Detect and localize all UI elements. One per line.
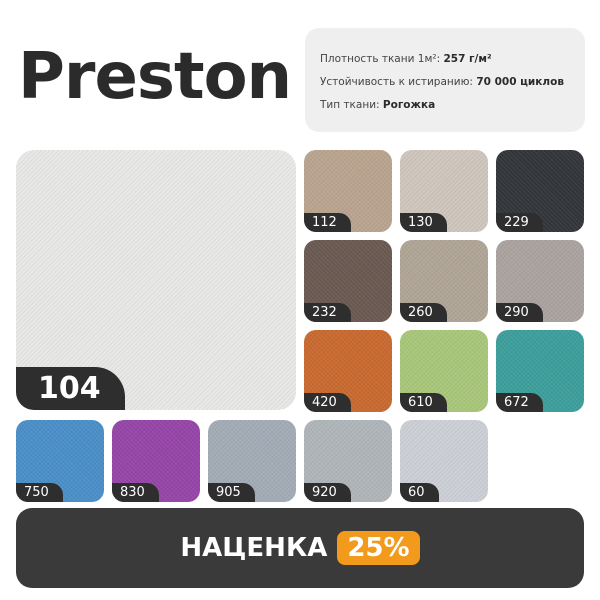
markup-banner: НАЦЕНКА 25% <box>16 508 584 588</box>
abrasion-label: Устойчивость к истиранию: <box>320 76 477 88</box>
markup-label: НАЦЕНКА <box>180 533 328 563</box>
swatch-code: 420 <box>304 393 351 412</box>
swatch-672[interactable]: 672 <box>496 330 584 412</box>
swatch-code: 112 <box>304 213 351 232</box>
density-value: 257 г/м² <box>443 53 492 65</box>
swatch-420[interactable]: 420 <box>304 330 392 412</box>
swatch-130[interactable]: 130 <box>400 150 488 232</box>
swatch-905[interactable]: 905 <box>208 420 296 502</box>
swatch-code: 290 <box>496 303 543 322</box>
swatch-code: 750 <box>16 483 63 502</box>
swatch-60[interactable]: 60 <box>400 420 488 502</box>
swatch-920[interactable]: 920 <box>304 420 392 502</box>
markup-percent-badge: 25% <box>337 531 420 565</box>
swatch-code: 610 <box>400 393 447 412</box>
product-title: Preston <box>18 40 292 114</box>
swatch-code: 672 <box>496 393 543 412</box>
swatch-code: 920 <box>304 483 351 502</box>
swatch-830[interactable]: 830 <box>112 420 200 502</box>
swatch-290[interactable]: 290 <box>496 240 584 322</box>
type-label: Тип ткани: <box>320 99 383 111</box>
swatch-code: 830 <box>112 483 159 502</box>
swatch-610[interactable]: 610 <box>400 330 488 412</box>
swatch-code: 260 <box>400 303 447 322</box>
swatch-232[interactable]: 232 <box>304 240 392 322</box>
type-value: Рогожка <box>382 99 436 111</box>
type-row: Тип ткани: Рогожка <box>320 94 585 117</box>
swatch-260[interactable]: 260 <box>400 240 488 322</box>
swatch-code: 232 <box>304 303 351 322</box>
fabric-info-panel: Плотность ткани 1м²: 257 г/м² Устойчивос… <box>305 28 585 132</box>
abrasion-value: 70 000 циклов <box>476 76 564 88</box>
swatch-code: 905 <box>208 483 255 502</box>
swatch-750[interactable]: 750 <box>16 420 104 502</box>
swatch-code: 229 <box>496 213 543 232</box>
swatch-112[interactable]: 112 <box>304 150 392 232</box>
density-label: Плотность ткани 1м²: <box>320 53 444 65</box>
swatch-229[interactable]: 229 <box>496 150 584 232</box>
swatch-code: 130 <box>400 213 447 232</box>
main-swatch[interactable]: 104 <box>16 150 296 410</box>
density-row: Плотность ткани 1м²: 257 г/м² <box>320 48 585 71</box>
swatch-code: 104 <box>16 367 125 410</box>
abrasion-row: Устойчивость к истиранию: 70 000 циклов <box>320 71 585 94</box>
swatch-code: 60 <box>400 483 439 502</box>
